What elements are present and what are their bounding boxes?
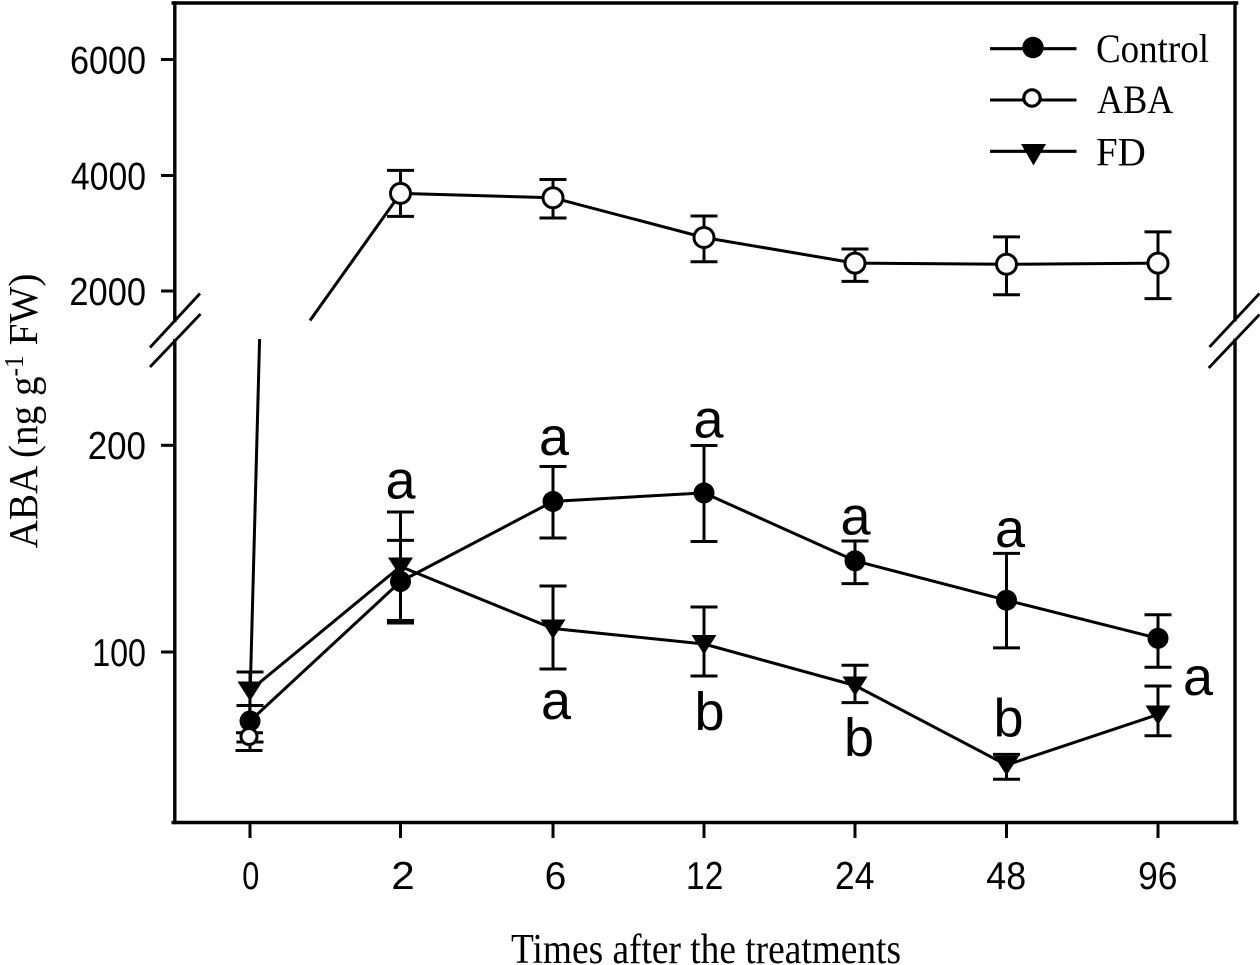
svg-text:ABA: ABA <box>1097 77 1174 122</box>
svg-text:6000: 6000 <box>70 39 146 82</box>
svg-text:b: b <box>844 708 874 768</box>
svg-text:a: a <box>1183 647 1214 707</box>
svg-text:0: 0 <box>242 855 259 898</box>
svg-text:4000: 4000 <box>71 155 146 198</box>
svg-text:FD: FD <box>1096 130 1146 175</box>
svg-text:96: 96 <box>1138 855 1177 898</box>
svg-text:b: b <box>694 682 724 742</box>
svg-text:ABA (ng g-1 FW): ABA (ng g-1 FW) <box>0 274 46 549</box>
svg-text:200: 200 <box>88 425 146 468</box>
svg-text:a: a <box>995 499 1026 559</box>
svg-text:2000: 2000 <box>69 271 146 314</box>
svg-text:b: b <box>993 688 1023 748</box>
svg-text:12: 12 <box>686 855 723 898</box>
svg-text:2: 2 <box>391 855 415 898</box>
svg-text:Times after the treatments: Times after the treatments <box>511 926 901 965</box>
svg-text:48: 48 <box>986 855 1026 898</box>
svg-text:a: a <box>693 390 724 450</box>
svg-text:24: 24 <box>835 855 874 898</box>
svg-text:6: 6 <box>545 855 567 898</box>
svg-text:a: a <box>541 671 572 731</box>
svg-text:a: a <box>385 451 416 511</box>
svg-text:100: 100 <box>92 632 146 675</box>
svg-text:a: a <box>539 407 570 467</box>
svg-text:Control: Control <box>1096 26 1209 71</box>
svg-text:a: a <box>840 486 871 546</box>
